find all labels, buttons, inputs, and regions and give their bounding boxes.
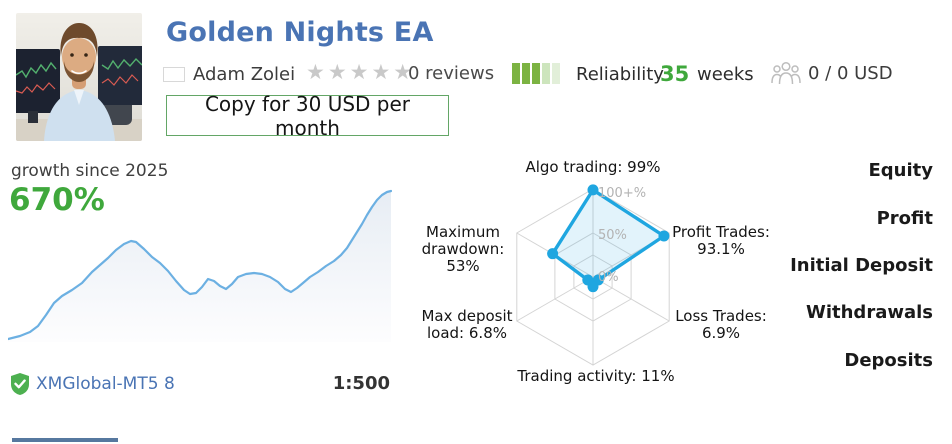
- hungary-flag-icon: [163, 66, 185, 82]
- stat-link-initial-deposit[interactable]: Initial Deposit: [790, 255, 933, 276]
- stat-link-profit[interactable]: Profit: [876, 208, 933, 229]
- copy-signal-button[interactable]: Copy for 30 USD per month: [166, 92, 449, 140]
- reliability-bar: [532, 63, 540, 84]
- reliability-bar: [522, 63, 530, 84]
- radar-label-trading-activity: Trading activity: 11%: [517, 367, 675, 385]
- reliability-bar: [542, 63, 550, 84]
- reliability-bar: [552, 63, 560, 84]
- reviews-link[interactable]: 0 reviews: [408, 63, 495, 84]
- leverage-value: 1:500: [332, 373, 390, 394]
- svg-text:100+%: 100+%: [598, 186, 646, 201]
- svg-text:50%: 50%: [598, 228, 627, 243]
- author-avatar[interactable]: [16, 13, 142, 141]
- radar-label-profit-trades: Profit Trades: 93.1%: [672, 223, 770, 258]
- subscribers-value: 0 / 0 USD: [808, 63, 893, 84]
- radar-label-maximum-drawdown: Maximum drawdown: 53%: [421, 223, 505, 275]
- radar-label-max-deposit-load: Max deposit load: 6.8%: [421, 307, 513, 342]
- reliability-label: Reliability: [576, 64, 664, 85]
- signal-title: Golden Nights EA: [166, 17, 434, 48]
- growth-caption: growth since 2025: [11, 161, 169, 181]
- stat-link-equity[interactable]: Equity: [868, 160, 933, 181]
- radar-label-loss-trades: Loss Trades: 6.9%: [675, 307, 767, 342]
- verified-shield-icon: [9, 372, 31, 400]
- radar-label-algo-trading: Algo trading: 99%: [525, 158, 661, 176]
- broker-link[interactable]: XMGlobal-MT5 8: [36, 374, 175, 394]
- stat-link-withdrawals[interactable]: Withdrawals: [805, 302, 933, 323]
- equity-growth-chart: [6, 185, 393, 346]
- weeks-value: 35: [660, 62, 690, 86]
- avatar-illustration: [16, 13, 142, 141]
- star-rating: ★★★★★: [306, 60, 416, 84]
- reliability-bar: [512, 63, 520, 84]
- svg-text:0%: 0%: [598, 270, 619, 285]
- author-name[interactable]: Adam Zolei: [193, 63, 296, 85]
- active-tab-indicator[interactable]: [12, 438, 118, 442]
- author-row: Adam Zolei: [163, 62, 295, 86]
- stat-link-deposits[interactable]: Deposits: [844, 350, 933, 371]
- weeks-unit: weeks: [697, 64, 754, 85]
- growth-value: 670%: [9, 182, 105, 218]
- subscribers-icon: [770, 60, 802, 90]
- reliability-bars: [512, 63, 560, 84]
- trading-radar-chart: 100+% 50% 0%: [490, 180, 696, 384]
